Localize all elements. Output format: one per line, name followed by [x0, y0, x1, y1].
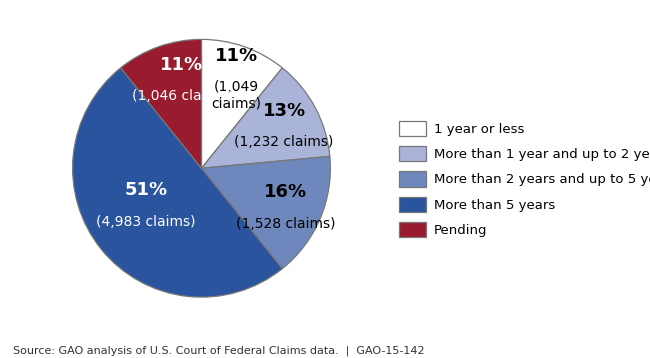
Legend: 1 year or less, More than 1 year and up to 2 years, More than 2 years and up to : 1 year or less, More than 1 year and up …: [396, 118, 650, 240]
Wedge shape: [202, 156, 330, 268]
Text: 13%: 13%: [263, 102, 306, 120]
Text: 11%: 11%: [215, 47, 258, 65]
Text: Source: GAO analysis of U.S. Court of Federal Claims data.  |  GAO-15-142: Source: GAO analysis of U.S. Court of Fe…: [13, 346, 424, 356]
Text: (1,528 claims): (1,528 claims): [236, 217, 335, 231]
Wedge shape: [202, 39, 282, 168]
Wedge shape: [73, 68, 282, 297]
Text: (1,046 claims): (1,046 claims): [132, 89, 231, 103]
Text: (4,983 claims): (4,983 claims): [96, 215, 196, 229]
Wedge shape: [121, 39, 202, 168]
Text: 11%: 11%: [161, 56, 203, 74]
Text: (1,232 claims): (1,232 claims): [235, 135, 334, 149]
Text: 16%: 16%: [264, 183, 307, 201]
Text: (1,049
claims): (1,049 claims): [211, 80, 261, 111]
Text: 51%: 51%: [125, 182, 168, 199]
Wedge shape: [202, 68, 330, 168]
